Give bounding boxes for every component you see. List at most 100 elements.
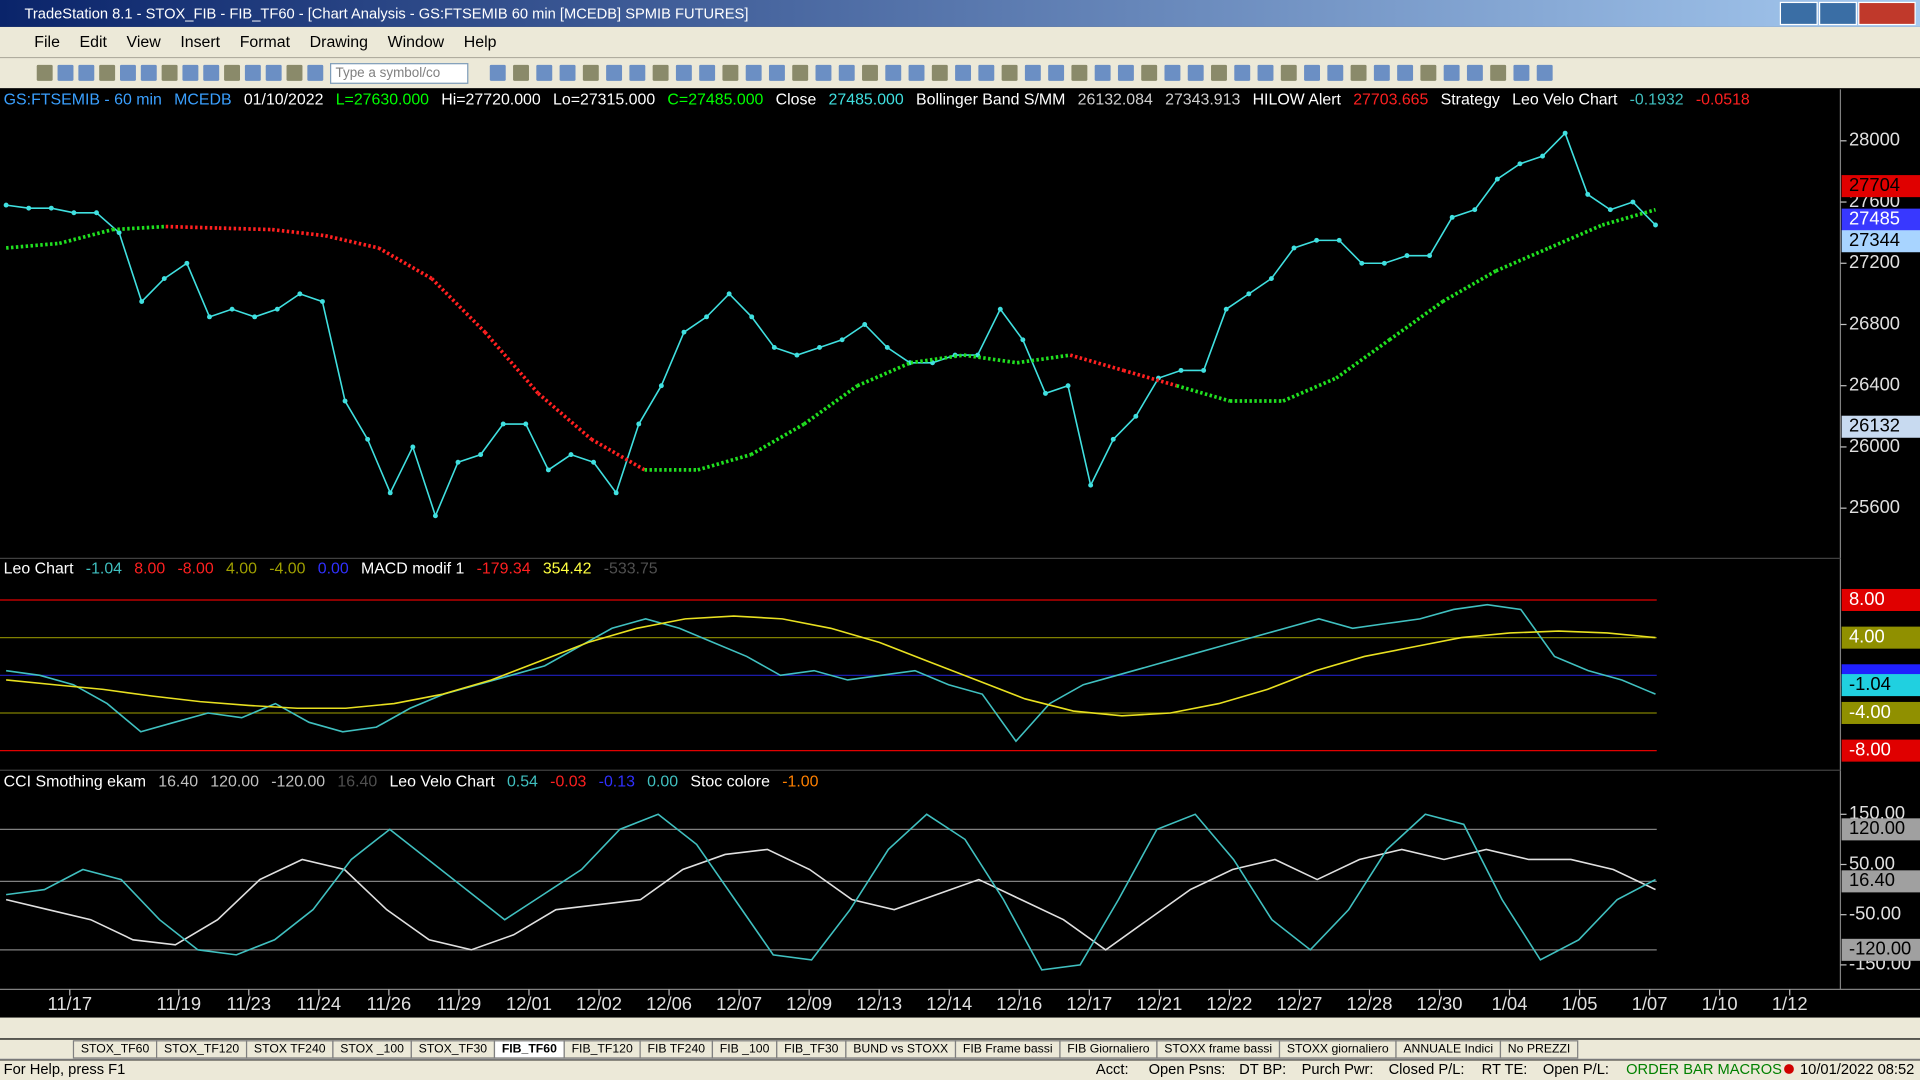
toolbar-button[interactable] <box>1024 64 1041 81</box>
toolbar-button[interactable] <box>1211 64 1227 81</box>
toolbar-button[interactable] <box>955 64 972 81</box>
tab-label[interactable]: STOX_TF120 <box>164 1042 239 1056</box>
toolbar-button[interactable] <box>699 64 716 81</box>
toolbar-button[interactable] <box>1071 64 1088 81</box>
toolbar-button[interactable] <box>885 64 902 81</box>
price-dot <box>252 314 258 320</box>
x-tick-label: 1/12 <box>1772 993 1808 1014</box>
toolbar-button[interactable] <box>1048 64 1065 81</box>
toolbar-button[interactable] <box>978 64 995 81</box>
x-tick-label: 11/19 <box>156 993 201 1014</box>
toolbar-button[interactable] <box>1001 64 1018 81</box>
tab-label[interactable]: No PREZZI <box>1508 1042 1571 1056</box>
toolbar-button[interactable] <box>815 64 832 81</box>
toolbar-button[interactable] <box>1304 64 1320 81</box>
toolbar-button[interactable] <box>792 64 809 81</box>
toolbar-button[interactable] <box>36 64 53 81</box>
close-button[interactable] <box>1858 1 1916 26</box>
toolbar-button[interactable] <box>224 64 240 81</box>
menu-item[interactable]: Drawing <box>310 34 368 51</box>
toolbar-button[interactable] <box>582 64 599 81</box>
tab-label[interactable]: STOXX frame bassi <box>1164 1042 1272 1056</box>
tab-label[interactable]: FIB Giornaliero <box>1067 1042 1149 1056</box>
tab-label[interactable]: FIB_TF120 <box>572 1042 633 1056</box>
toolbar-button[interactable] <box>559 64 576 81</box>
tab-label[interactable]: FIB_TF60 <box>502 1042 557 1056</box>
menu-item[interactable]: Window <box>388 34 445 51</box>
tab-label[interactable]: BUND vs STOXX <box>853 1042 948 1056</box>
toolbar-button[interactable] <box>1164 64 1181 81</box>
toolbar-button[interactable] <box>1513 64 1530 81</box>
toolbar-button[interactable] <box>78 64 95 81</box>
minimize-button[interactable] <box>1779 1 1818 26</box>
toolbar-button[interactable] <box>862 64 878 81</box>
menu-item[interactable]: Insert <box>180 34 220 51</box>
toolbar-button[interactable] <box>652 64 669 81</box>
menu-item[interactable]: Edit <box>80 34 108 51</box>
toolbar-button[interactable] <box>1373 64 1390 81</box>
toolbar-button[interactable] <box>203 64 220 81</box>
header-text: L=27630.000 <box>336 92 429 109</box>
toolbar-button[interactable] <box>1536 64 1553 81</box>
symbol-box[interactable] <box>330 63 469 84</box>
tab-label[interactable]: STOXX giornaliero <box>1287 1042 1389 1056</box>
menu-item[interactable]: Format <box>240 34 291 51</box>
toolbar-button[interactable] <box>1117 64 1134 81</box>
toolbar-button[interactable] <box>745 64 762 81</box>
tab-label[interactable]: FIB _100 <box>720 1042 770 1056</box>
toolbar-button[interactable] <box>536 64 553 81</box>
toolbar-button[interactable] <box>768 64 785 81</box>
toolbar-button[interactable] <box>1350 64 1367 81</box>
menu-item[interactable]: View <box>127 34 162 51</box>
toolbar-button[interactable] <box>489 64 506 81</box>
toolbar-button[interactable] <box>1234 64 1251 81</box>
tab-label[interactable]: FIB TF240 <box>647 1042 705 1056</box>
toolbar-button[interactable] <box>931 64 948 81</box>
toolbar-button[interactable] <box>99 64 116 81</box>
toolbar-button[interactable] <box>1420 64 1437 81</box>
price-dot <box>1359 260 1365 266</box>
tab-label[interactable]: STOX_TF60 <box>81 1042 150 1056</box>
average-segment <box>165 224 219 230</box>
toolbar-button[interactable] <box>307 64 324 81</box>
toolbar-button[interactable] <box>161 64 178 81</box>
toolbar-button[interactable] <box>286 64 303 81</box>
toolbar-button[interactable] <box>722 64 739 81</box>
toolbar-button[interactable] <box>1443 64 1460 81</box>
average-segment <box>1122 368 1178 388</box>
toolbar-button[interactable] <box>1187 64 1204 81</box>
toolbar-button[interactable] <box>1397 64 1414 81</box>
toolbar-button[interactable] <box>1327 64 1344 81</box>
toolbar-button[interactable] <box>1466 64 1483 81</box>
toolbar-button[interactable] <box>265 64 282 81</box>
toolbar-button[interactable] <box>1257 64 1274 81</box>
toolbar-button[interactable] <box>908 64 925 81</box>
toolbar-button[interactable] <box>120 64 136 81</box>
toolbar-button[interactable] <box>606 64 623 81</box>
toolbar-button[interactable] <box>513 64 529 81</box>
menu-item[interactable]: Help <box>464 34 497 51</box>
tab-label[interactable]: STOX TF240 <box>254 1042 326 1056</box>
tab-label[interactable]: STOX _100 <box>340 1042 404 1056</box>
toolbar-button[interactable] <box>244 64 261 81</box>
toolbar-button[interactable] <box>675 64 692 81</box>
toolbar-button[interactable] <box>838 64 855 81</box>
toolbar-button[interactable] <box>1280 64 1297 81</box>
tab-label[interactable]: STOX_TF30 <box>419 1042 488 1056</box>
tab-label[interactable]: FIB Frame bassi <box>963 1042 1053 1056</box>
tab-label[interactable]: FIB_TF30 <box>784 1042 839 1056</box>
toolbar-button[interactable] <box>1094 64 1111 81</box>
menu-item[interactable]: File <box>34 34 60 51</box>
maximize-button[interactable] <box>1818 1 1857 26</box>
toolbar-button[interactable] <box>57 64 74 81</box>
toolbar-button[interactable] <box>1490 64 1507 81</box>
toolbar-button[interactable] <box>140 64 157 81</box>
toolbar-button[interactable] <box>182 64 199 81</box>
tab[interactable] <box>1499 1040 1579 1059</box>
toolbar-button[interactable] <box>629 64 646 81</box>
scrollbar[interactable] <box>0 1017 1920 1039</box>
price-dot <box>839 337 845 343</box>
price-dot <box>1223 306 1229 312</box>
toolbar-button[interactable] <box>1141 64 1158 81</box>
tab-label[interactable]: ANNUALE Indici <box>1403 1042 1493 1056</box>
